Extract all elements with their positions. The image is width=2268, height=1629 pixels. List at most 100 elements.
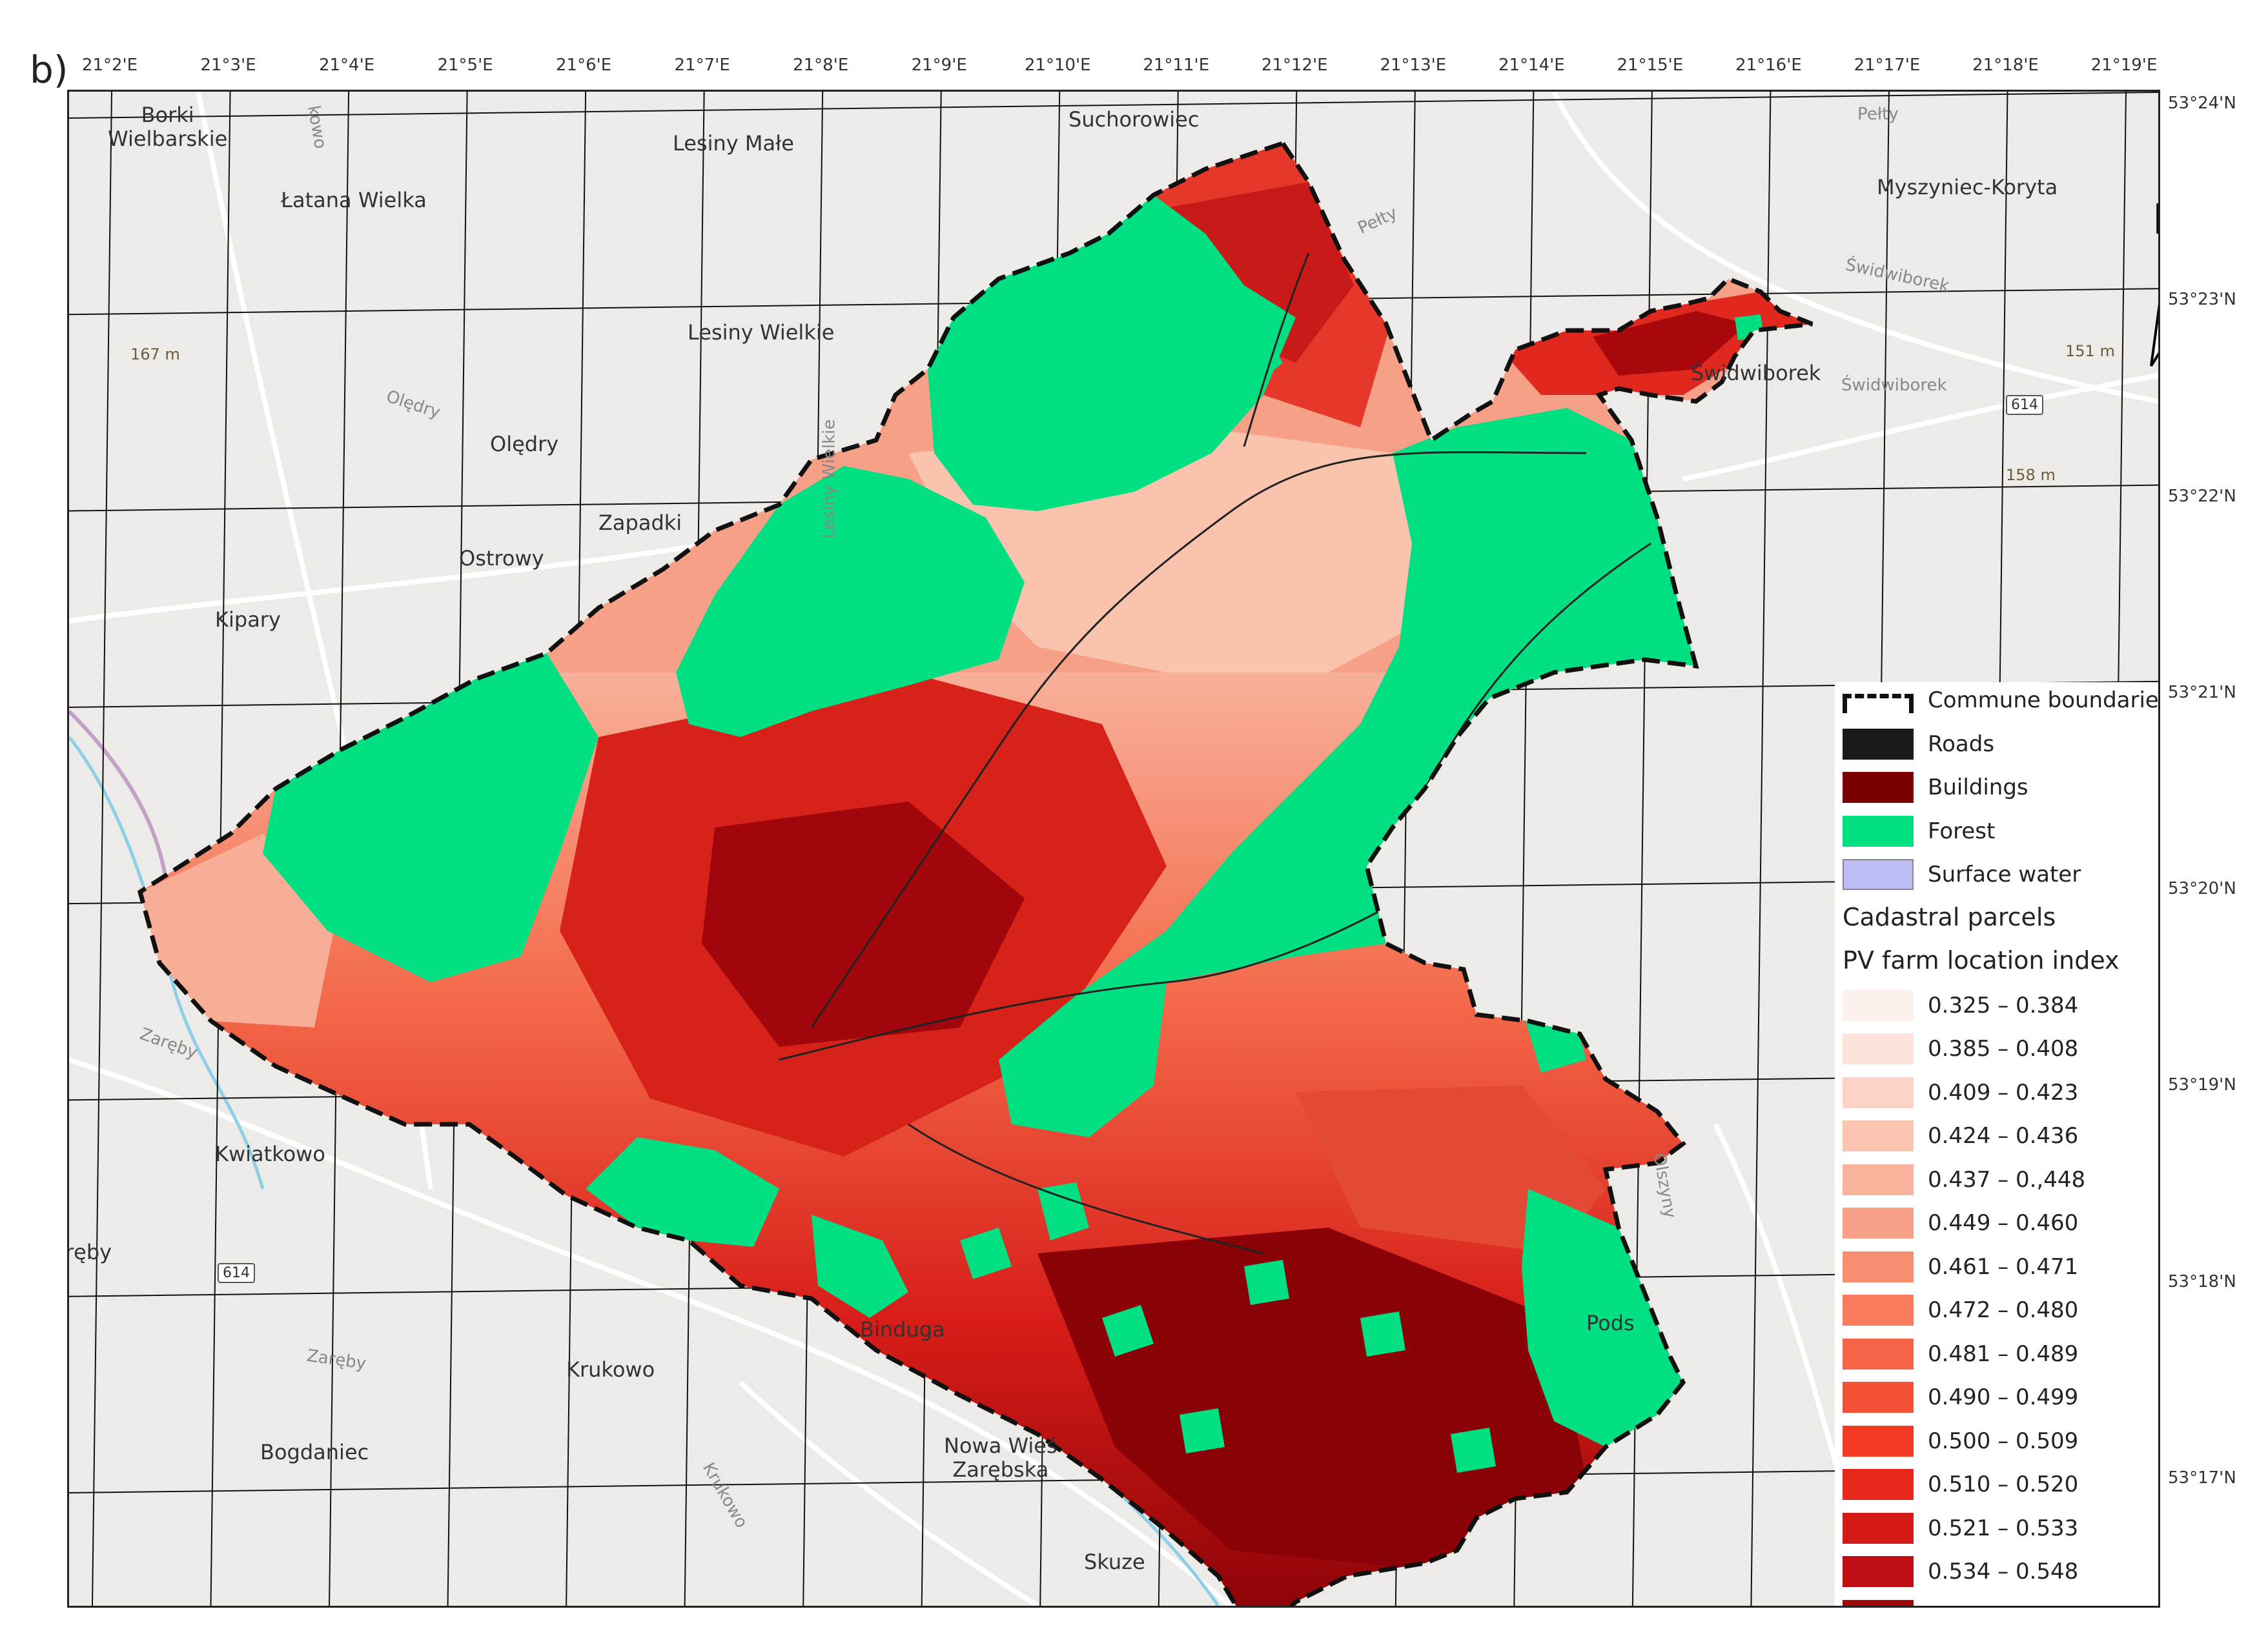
- legend-label: 0.500 – 0.509: [1928, 1428, 2079, 1454]
- place-label: Świdwiborek: [1691, 361, 1821, 385]
- longitude-label: 21°3'E: [200, 56, 256, 75]
- legend-class: 0.481 – 0.489: [1843, 1336, 2078, 1372]
- legend-swatch: [1843, 1599, 1914, 1606]
- latitude-label: 53°21'N: [2168, 682, 2236, 702]
- longitude-label: 21°15'E: [1617, 56, 1684, 75]
- legend-heading: PV farm location index: [1843, 946, 2120, 975]
- latitude-label: 53°20'N: [2168, 879, 2236, 899]
- place-label: Binduga: [860, 1317, 945, 1342]
- place-label: ręby: [67, 1240, 112, 1264]
- road-shield: 614: [2006, 395, 2043, 415]
- legend-label: 0.481 – 0.489: [1928, 1341, 2079, 1367]
- place-label: Skuze: [1084, 1550, 1145, 1574]
- legend-class: 0.449 – 0.460: [1843, 1205, 2078, 1241]
- road-label: Lesiny Wielkie: [819, 419, 839, 539]
- panel-label: b): [30, 48, 68, 92]
- place-label: Lesiny Wielkie: [688, 320, 835, 345]
- legend-label: 0.325 – 0.384: [1928, 992, 2079, 1018]
- legend-swatch: [1843, 1120, 1914, 1151]
- legend-class: 0.500 – 0.509: [1843, 1423, 2078, 1459]
- place-label: Nowa Wieś Zarębska: [944, 1433, 1057, 1482]
- place-label: Myszyniec-Koryta: [1877, 175, 2058, 199]
- legend-class: 0.424 – 0.436: [1843, 1118, 2078, 1154]
- north-letter: N: [2152, 198, 2160, 244]
- legend-class: 0.521 – 0.533: [1843, 1510, 2078, 1546]
- legend-class: 0.385 – 0.408: [1843, 1031, 2078, 1067]
- place-label: Suchorowiec: [1068, 107, 1200, 132]
- legend-class: 0.534 – 0.548: [1843, 1553, 2078, 1590]
- latitude-label: 53°19'N: [2168, 1075, 2236, 1095]
- legend-swatch: [1843, 1033, 1914, 1064]
- legend-swatch: [1843, 1512, 1914, 1544]
- forest-areas: [263, 195, 1764, 1473]
- legend-item: Commune boundaries: [1843, 682, 2160, 718]
- legend-swatch: [1843, 1251, 1914, 1282]
- legend-class: 0.461 – 0.471: [1843, 1249, 2078, 1285]
- road-shield: 614: [218, 1263, 255, 1283]
- latitude-label: 53°18'N: [2168, 1271, 2236, 1291]
- place-label: Borki Wielbarskie: [108, 103, 228, 151]
- longitude-label: 21°13'E: [1380, 56, 1447, 75]
- longitude-label: 21°9'E: [911, 56, 967, 75]
- legend-label: 0.490 – 0.499: [1928, 1384, 2079, 1410]
- legend-class: 0.472 – 0.480: [1843, 1292, 2078, 1328]
- longitude-label: 21°16'E: [1735, 56, 1802, 75]
- latitude-label: 53°24'N: [2168, 94, 2236, 113]
- legend-item: Forest: [1843, 813, 1995, 849]
- legend-swatch: [1843, 1425, 1914, 1457]
- legend: Commune boundaries Roads Buildings Forest Su…: [1835, 682, 2160, 1606]
- longitude-label: 21°2'E: [81, 56, 138, 75]
- elevation-label: 158 m: [2006, 466, 2056, 484]
- road-label: Pełty: [1857, 105, 1899, 124]
- place-label: Ostrowy: [459, 546, 544, 571]
- legend-item: Surface water: [1843, 856, 2081, 893]
- longitude-label: 21°14'E: [1498, 56, 1565, 75]
- map-canvas[interactable]: [69, 92, 2158, 1606]
- legend-class: 0.409 – 0.423: [1843, 1075, 2078, 1111]
- longitude-label: 21°6'E: [556, 56, 612, 75]
- legend-swatch: [1843, 1382, 1914, 1413]
- legend-label: 0.437 – 0.,448: [1928, 1166, 2086, 1193]
- place-label: Zapadki: [598, 511, 682, 535]
- legend-label: 0.549 – 0.567: [1928, 1603, 2078, 1606]
- map-frame[interactable]: Borki Wielbarskie Łatana Wielka Lesiny Ma…: [67, 90, 2160, 1608]
- legend-swatch: [1843, 989, 1914, 1021]
- legend-label: 0.510 – 0.520: [1928, 1472, 2079, 1497]
- legend-swatch: [1843, 1208, 1914, 1239]
- legend-swatch: [1843, 1556, 1914, 1587]
- longitude-label: 21°19'E: [2090, 56, 2158, 75]
- legend-label: Commune boundaries: [1928, 687, 2160, 713]
- legend-label: 0.472 – 0.480: [1928, 1297, 2079, 1323]
- longitude-label: 21°11'E: [1143, 56, 1210, 75]
- road-label: Świdwiborek: [1841, 376, 1947, 395]
- place-label: Łatana Wielka: [281, 188, 427, 212]
- place-label: Krukowo: [566, 1357, 655, 1382]
- latitude-label: 53°22'N: [2168, 486, 2236, 506]
- legend-label: 0.461 – 0.471: [1928, 1253, 2079, 1280]
- legend-item: Buildings: [1843, 769, 2028, 805]
- legend-item: Roads: [1843, 726, 1994, 762]
- latitude-label: 53°17'N: [2168, 1468, 2236, 1488]
- longitude-label: 21°18'E: [1972, 56, 2039, 75]
- legend-label: 0.449 – 0.460: [1928, 1210, 2079, 1236]
- legend-class: 0.437 – 0.,448: [1843, 1162, 2085, 1198]
- place-label: Bogdaniec: [260, 1440, 369, 1464]
- longitude-label: 21°17'E: [1854, 56, 1921, 75]
- legend-label: 0.521 – 0.533: [1928, 1515, 2079, 1541]
- legend-label: 0.424 – 0.436: [1928, 1123, 2079, 1149]
- place-label: Olędry: [490, 432, 559, 456]
- legend-class: 0.549 – 0.567: [1843, 1597, 2078, 1606]
- legend-swatch: [1843, 1338, 1914, 1370]
- legend-label: Forest: [1928, 818, 1996, 844]
- legend-swatch: [1843, 728, 1914, 760]
- place-label: Kwiatkowo: [215, 1142, 325, 1166]
- north-arrow-icon: N: [2150, 198, 2160, 367]
- longitude-label: 21°8'E: [793, 56, 849, 75]
- scale-bar: 0 1 2 4 Km: [159, 1599, 676, 1606]
- legend-swatch: [1843, 1295, 1914, 1326]
- legend-class: 0.490 – 0.499: [1843, 1379, 2078, 1415]
- longitude-label: 21°10'E: [1024, 56, 1091, 75]
- legend-swatch: [1843, 1469, 1914, 1500]
- legend-swatch: [1843, 859, 1914, 890]
